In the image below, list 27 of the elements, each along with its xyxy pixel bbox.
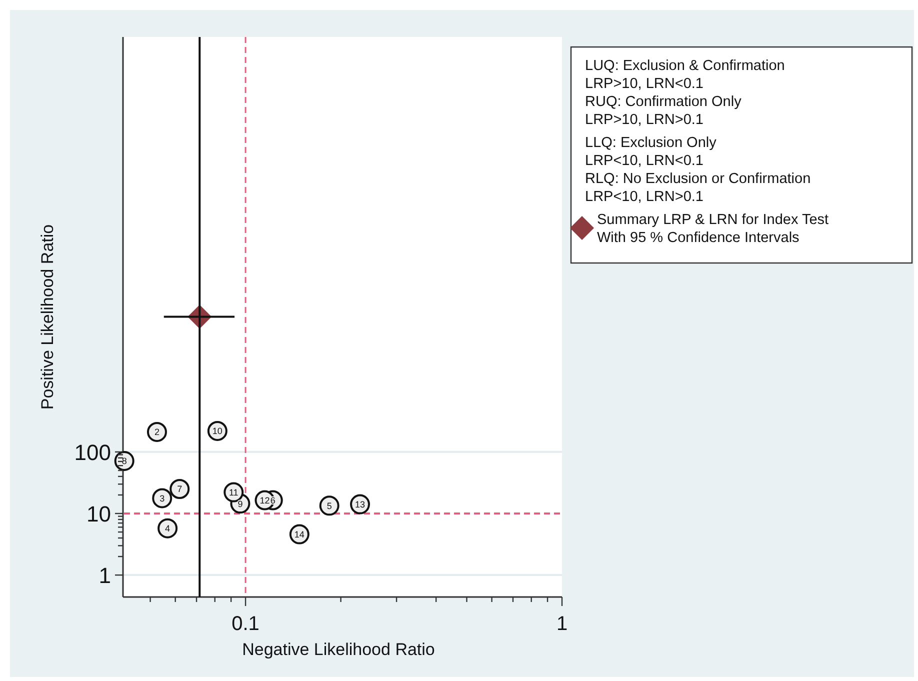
x-tick-label: 0.1: [232, 613, 260, 635]
annotation: 2: [154, 427, 160, 438]
annotation: 8: [122, 456, 127, 466]
y-tick-label: 100: [74, 440, 111, 465]
text: LUQ: Exclusion & Confirmation: [585, 58, 785, 74]
text: LRP>10, LRN<0.1: [585, 76, 704, 92]
annotation: 13: [355, 500, 366, 510]
text: LRP<10, LRN<0.1: [585, 153, 704, 169]
annotation: 5: [326, 500, 332, 511]
text: RLQ: No Exclusion or Confirmation: [585, 171, 811, 187]
text: LLQ: Exclusion Only: [585, 135, 718, 151]
annotation: 12: [260, 495, 270, 506]
annotation: 10: [212, 426, 222, 436]
legend-label: Summary LRP & LRN for Index Test With 95 % Confidence Intervals: [597, 212, 829, 246]
x-axis-title: Negative Likelihood Ratio: [242, 640, 435, 659]
annotation: 7: [177, 484, 182, 494]
annotation: 11: [228, 487, 238, 498]
y-axis-title: Positive Likelihood Ratio: [38, 224, 57, 410]
annotation: 4: [165, 524, 170, 534]
y-tick-label: 10: [86, 501, 111, 526]
annotation: 9: [238, 498, 243, 509]
text: RUQ: Confirmation Only: [585, 94, 742, 110]
text: LRP>10, LRN>0.1: [585, 112, 704, 128]
y-tick-label: 1: [98, 563, 111, 588]
annotation: 3: [160, 493, 165, 504]
annotation: 14: [294, 530, 304, 540]
text: LRP<10, LRN>0.1: [585, 189, 704, 205]
